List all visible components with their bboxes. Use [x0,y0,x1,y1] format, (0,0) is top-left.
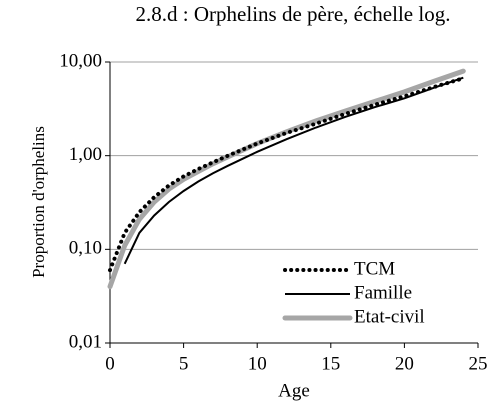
y-tick-label: 0,01 [69,331,102,352]
x-tick-label: 15 [321,353,340,374]
y-axis-label: Proportion d'orphelins [29,126,48,278]
series-line [107,68,466,290]
x-axis-label: Age [278,380,310,401]
x-tick-label: 0 [105,353,115,374]
series-line [123,76,464,265]
legend-label: Famille [354,282,412,303]
series-line [108,76,466,273]
legend-label: TCM [354,258,395,279]
chart-title: 2.8.d : Orphelins de père, échelle log. [136,2,451,26]
legend-label: Etat-civil [354,306,425,327]
x-tick-label: 20 [395,353,414,374]
x-tick-label: 25 [469,353,488,374]
y-tick-label: 10,00 [59,50,102,71]
y-tick-label: 0,10 [69,238,102,259]
x-tick-label: 10 [248,353,267,374]
y-tick-label: 1,00 [69,144,102,165]
x-tick-label: 5 [179,353,189,374]
